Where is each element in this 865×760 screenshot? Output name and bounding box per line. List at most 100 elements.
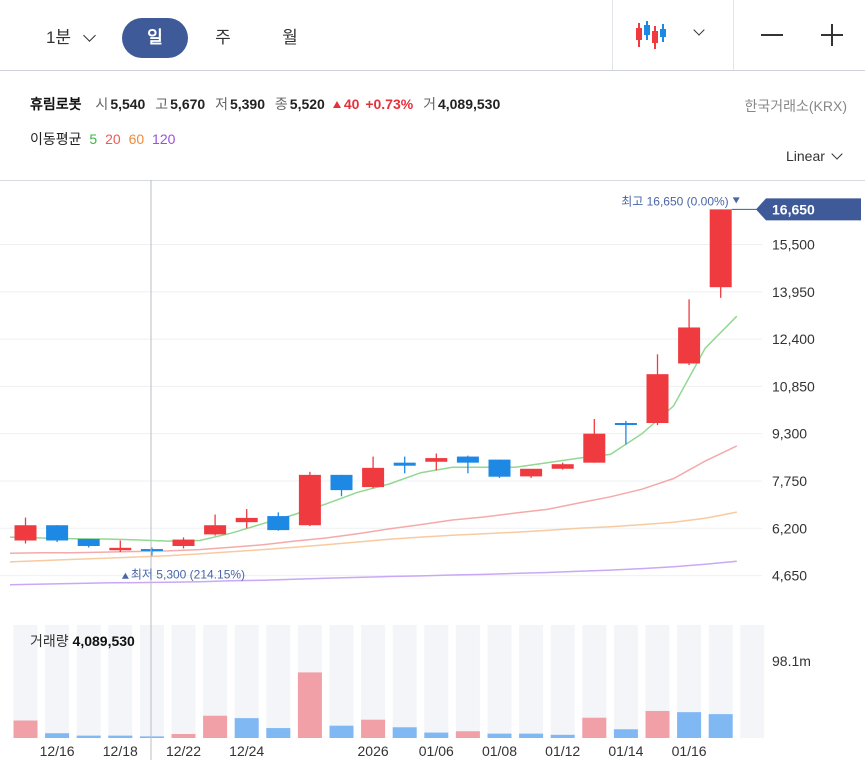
y-tick-label: 9,300: [772, 426, 807, 442]
current-price-label: 16,650: [772, 201, 815, 217]
volume-bar: [139, 736, 164, 738]
volume-value: 4,089,530: [437, 96, 501, 112]
volume-bar: [203, 715, 228, 738]
min-price-annotation: 최저 5,300 (214.15%): [131, 568, 245, 582]
volume-slot: [13, 625, 38, 738]
volume-slot: [392, 625, 417, 738]
ma-60-line: [9, 511, 737, 563]
tab-week[interactable]: 주: [215, 28, 231, 47]
tab-day[interactable]: 일: [122, 18, 188, 58]
open-label: 시: [95, 96, 109, 112]
volume-slot: [424, 625, 449, 738]
x-tick-label: 01/12: [545, 743, 580, 759]
tab-month[interactable]: 월: [282, 28, 298, 47]
volume-slot: [266, 625, 291, 738]
volume-bar: [108, 735, 133, 738]
y-tick-label: 15,500: [772, 236, 815, 252]
candle-body: [393, 462, 416, 466]
volume-bar: [297, 672, 322, 738]
volume-bar: [424, 732, 449, 738]
y-tick-label: 13,950: [772, 284, 815, 300]
ma-legend: 이동평균 5 20 60 120: [30, 129, 179, 149]
volume-bar: [234, 718, 259, 738]
candle-body: [298, 474, 321, 526]
candle-body: [46, 525, 69, 541]
candle-body: [235, 517, 258, 523]
volume-bar: [645, 710, 670, 738]
volume-slot: [519, 625, 544, 738]
candle-body: [520, 468, 543, 477]
candlestick-icon: [636, 21, 666, 49]
candle-body: [678, 327, 701, 364]
y-tick-label: 10,850: [772, 378, 815, 394]
volume-bar: [171, 734, 196, 738]
x-tick-label: 01/08: [482, 743, 517, 759]
interval-selector[interactable]: 1분: [30, 18, 110, 58]
candle-body: [140, 549, 163, 552]
candle-body: [14, 525, 37, 541]
zoom-out-button[interactable]: [759, 22, 785, 48]
change-percent: +0.73%: [365, 96, 414, 112]
volume-bar: [13, 720, 38, 738]
plus-icon-stroke: [831, 24, 833, 46]
candle-body: [172, 539, 195, 546]
exchange-label: 한국거래소(KRX): [744, 98, 847, 114]
volume-bar: [76, 735, 101, 738]
chart-type-selector[interactable]: [634, 20, 724, 54]
max-price-annotation: 최고 16,650 (0.00%): [621, 194, 728, 208]
volume-axis-label: 98.1m: [772, 653, 811, 669]
volume-panel-value: 4,089,530: [72, 633, 135, 649]
toolbar: 1분 일 주 월: [0, 0, 865, 71]
candle-body: [709, 209, 732, 288]
volume-bar: [45, 733, 70, 738]
volume-bar: [519, 733, 544, 738]
candle-body: [646, 374, 669, 423]
volume-slot: [45, 625, 70, 738]
volume-slot: [455, 625, 480, 738]
x-tick-label: 12/18: [103, 743, 138, 759]
ma-5-label: 5: [89, 131, 98, 147]
ma-60-label: 60: [128, 131, 145, 147]
volume-slot: [76, 625, 101, 738]
volume-bar: [487, 733, 512, 738]
volume-bar: [613, 729, 638, 738]
candle-body: [456, 456, 479, 463]
volume-slot: [361, 625, 386, 738]
candle-body: [488, 459, 511, 477]
stock-name: 휴림로봇: [30, 96, 82, 112]
candle-body: [109, 547, 132, 551]
volume-panel-label: 거래량 4,089,530: [30, 631, 135, 651]
volume-bar: [329, 725, 354, 738]
volume-bar: [455, 731, 480, 738]
ma-20-label: 20: [105, 131, 121, 147]
up-triangle-icon: [121, 572, 129, 579]
toolbar-divider: [733, 0, 734, 70]
volume-slot: [329, 625, 354, 738]
chart-top-border: [0, 180, 865, 181]
zoom-in-button[interactable]: [819, 22, 845, 48]
candle-body: [330, 474, 353, 491]
x-tick-label: 12/22: [166, 743, 201, 759]
down-triangle-icon: [732, 197, 740, 204]
volume-slot: [740, 625, 765, 738]
scale-selector-label: Linear: [786, 148, 825, 164]
stock-info: 휴림로봇 시 5,540 고 5,670 저 5,390 종 5,520 40 +0.73…: [30, 94, 506, 114]
open-value: 5,540: [110, 96, 146, 112]
high-label: 고: [155, 96, 169, 112]
x-tick-label: 12/16: [40, 743, 75, 759]
close-label: 종: [274, 96, 288, 112]
x-tick-label: 01/14: [608, 743, 643, 759]
candle-body: [267, 516, 290, 531]
scale-selector[interactable]: Linear: [786, 148, 843, 164]
volume-slot: [139, 625, 164, 738]
interval-selector-label: 1분: [45, 28, 72, 47]
ma-legend-label: 이동평균: [30, 131, 82, 147]
up-triangle-icon: [332, 101, 341, 108]
ma-120-line: [9, 560, 737, 586]
low-value: 5,390: [229, 96, 266, 112]
y-tick-label: 4,650: [772, 568, 807, 584]
high-value: 5,670: [170, 96, 206, 112]
candle-body: [551, 464, 574, 469]
ma-5-line: [9, 315, 738, 542]
